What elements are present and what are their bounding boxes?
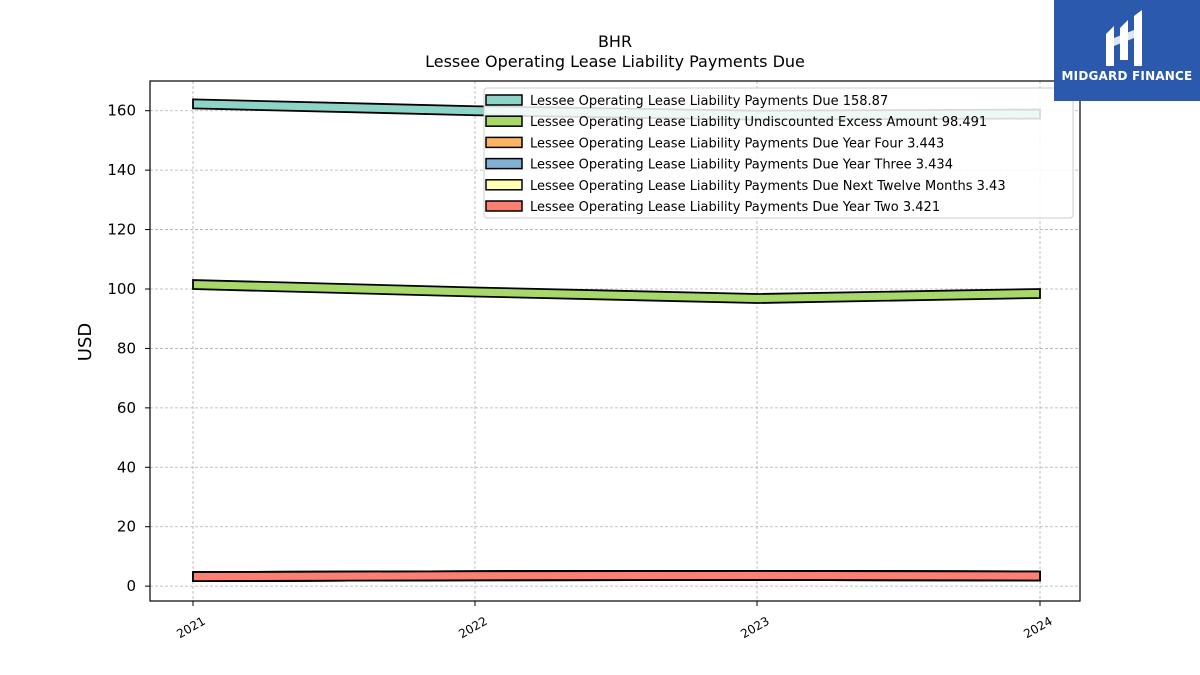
x-tick-label: 2022: [456, 614, 489, 641]
legend-swatch: [485, 179, 523, 191]
legend-swatch: [485, 200, 523, 212]
y-tick-label: 20: [117, 518, 136, 536]
y-axis: 0 20 40 60 80 100 120 140 160: [107, 102, 150, 595]
logo-mark-icon: [1106, 10, 1142, 66]
y-tick-label: 40: [117, 458, 136, 476]
series-band: [192, 279, 1041, 304]
legend: Lessee Operating Lease Liability Payment…: [483, 87, 1074, 219]
series-band: [192, 570, 1041, 583]
legend-label: Lessee Operating Lease Liability Undisco…: [530, 115, 987, 130]
y-axis-label: USD: [75, 323, 96, 361]
y-tick-label: 80: [117, 339, 136, 357]
legend-box: [483, 87, 1074, 219]
legend-label: Lessee Operating Lease Liability Payment…: [530, 200, 940, 215]
y-tick-label: 100: [107, 280, 136, 298]
plot-frame: [149, 80, 1081, 602]
brand-logo: MIDGARD FINANCE: [1054, 0, 1200, 101]
x-tick-label: 2023: [738, 614, 771, 641]
x-axis: 2021 2022 2023 2024: [174, 601, 1055, 641]
y-tick-label: 0: [126, 577, 136, 595]
y-tick-label: 160: [107, 102, 136, 120]
y-tick-label: 60: [117, 399, 136, 417]
y-tick-label: 140: [107, 161, 136, 179]
legend-label: Lessee Operating Lease Liability Payment…: [530, 136, 944, 151]
y-tick-label: 120: [107, 221, 136, 239]
legend-label: Lessee Operating Lease Liability Payment…: [530, 158, 953, 173]
logo-text: MIDGARD FINANCE: [1061, 69, 1193, 83]
legend-swatch: [485, 136, 523, 149]
legend-label: Lessee Operating Lease Liability Payment…: [530, 179, 1006, 194]
x-tick-label: 2024: [1021, 614, 1054, 641]
legend-swatch: [485, 94, 523, 106]
legend-swatch: [485, 115, 523, 127]
legend-label: Lessee Operating Lease Liability Payment…: [530, 94, 888, 109]
chart-title: BHR: [598, 32, 632, 51]
chart-subtitle: Lessee Operating Lease Liability Payment…: [425, 52, 805, 71]
x-tick-label: 2021: [174, 614, 207, 641]
legend-swatch: [485, 157, 523, 170]
